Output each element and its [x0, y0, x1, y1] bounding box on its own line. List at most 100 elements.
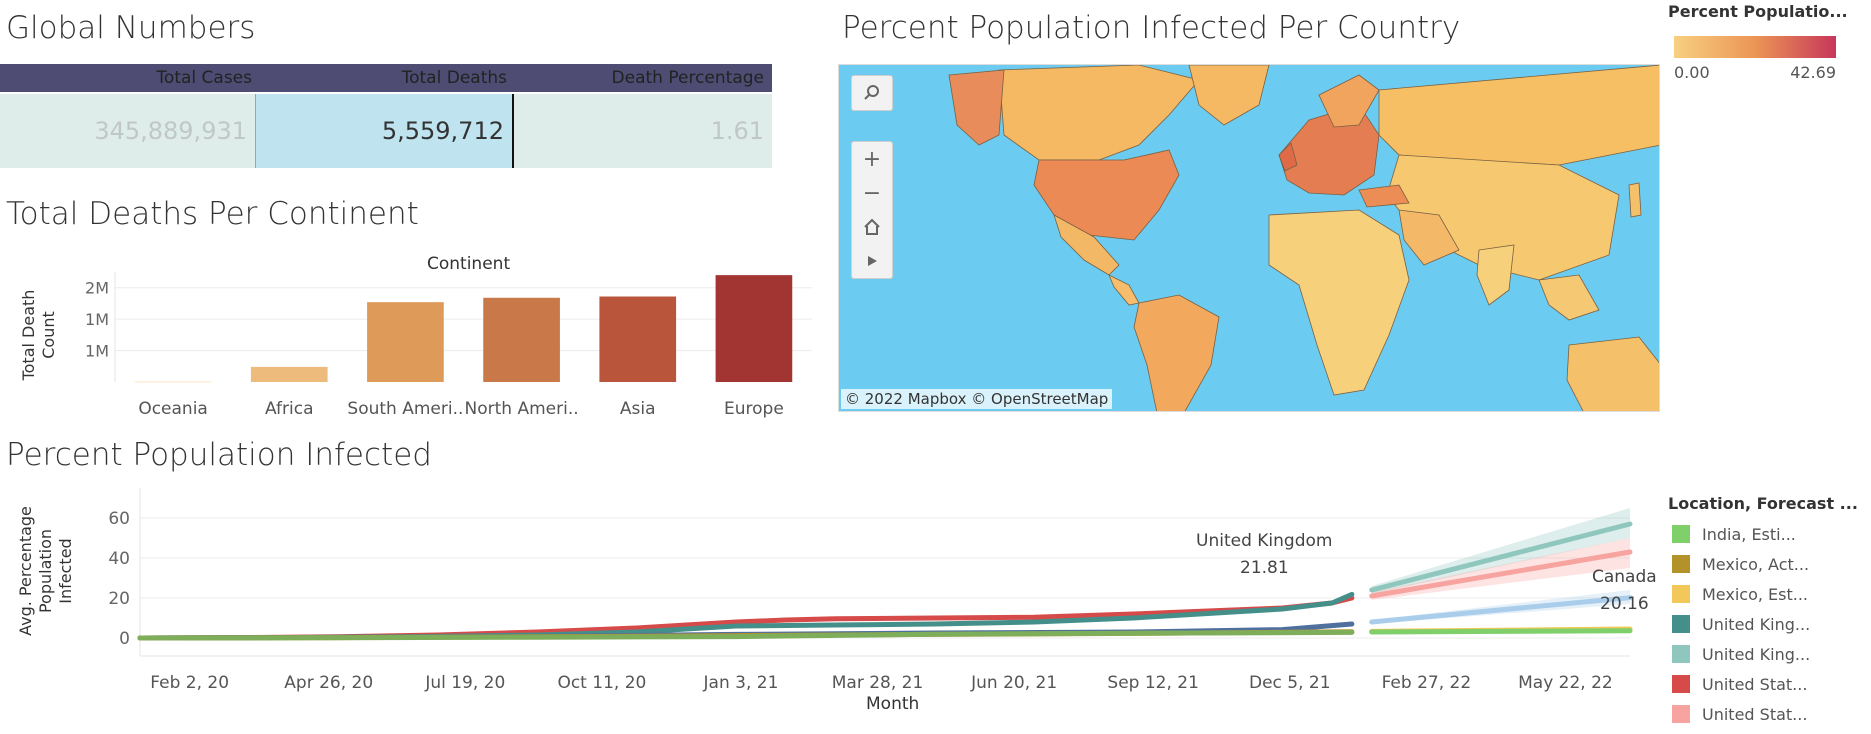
bar-category-label: Europe [724, 399, 784, 419]
line-xtick-label: Oct 11, 20 [557, 673, 646, 693]
legend-swatch [1672, 615, 1690, 633]
map-legend-min: 0.00 [1674, 63, 1710, 82]
bar-category-label: Asia [620, 399, 656, 419]
line-legend-item[interactable]: United King... [1672, 611, 1810, 637]
annotation-canada-value: 20.16 [1600, 594, 1649, 614]
line-legend-item[interactable]: Mexico, Act... [1672, 551, 1809, 577]
annotation-canada-label: Canada [1592, 567, 1657, 587]
line-ylabel-line1: Avg. Percentage [16, 506, 35, 636]
home-icon[interactable] [852, 210, 892, 244]
series-line-7[interactable] [1369, 595, 1633, 625]
line-ytick-label: 20 [108, 589, 130, 609]
bar-4[interactable] [599, 296, 677, 382]
global-numbers-row: 345,889,931 5,559,712 1.61 [0, 94, 772, 168]
global-numbers-title: Global Numbers [6, 10, 256, 46]
map-zoom-controls[interactable]: + − [851, 141, 893, 279]
header-total-cases: Total Cases [156, 68, 252, 88]
search-icon[interactable] [852, 76, 892, 110]
bar-ytick-label: 1M [85, 342, 109, 361]
country-united-states[interactable] [1033, 149, 1180, 241]
line-legend-item[interactable]: United Stat... [1672, 671, 1807, 697]
legend-label: Mexico, Est... [1702, 584, 1809, 604]
bar-5[interactable] [715, 275, 793, 382]
line-ylabel-line2: Population [36, 528, 55, 614]
line-xtick-label: Jun 20, 21 [970, 673, 1057, 693]
line-ytick-label: 0 [119, 629, 130, 649]
series-line-5[interactable] [1369, 521, 1633, 593]
line-xtick-label: Jul 19, 20 [424, 673, 505, 693]
map-legend-title: Percent Populatio... [1668, 2, 1848, 21]
line-ytick-label: 40 [108, 549, 130, 569]
header-total-deaths: Total Deaths [401, 68, 507, 88]
region-south-america[interactable] [1133, 294, 1220, 412]
legend-label: United Stat... [1702, 704, 1808, 724]
line-xtick-label: Feb 2, 20 [150, 673, 229, 693]
zoom-in-icon[interactable]: + [862, 146, 882, 172]
country-greenland[interactable] [1188, 65, 1270, 126]
line-xtick-label: May 22, 22 [1518, 673, 1613, 693]
annotation-uk-value: 21.81 [1240, 558, 1289, 578]
map-legend-max: 42.69 [1790, 63, 1836, 82]
header-death-percentage: Death Percentage [611, 68, 764, 88]
region-africa[interactable] [1268, 209, 1410, 396]
line-xtick-label: Dec 5, 21 [1249, 673, 1331, 693]
country-canada[interactable] [998, 65, 1200, 161]
line-xlabel: Month [866, 694, 920, 714]
region-europe[interactable] [1278, 104, 1380, 196]
world-map[interactable]: + − © 2022 Mapbox © OpenStreetMap [838, 64, 1660, 412]
country-alaska[interactable] [948, 69, 1005, 146]
bar-2[interactable] [367, 302, 444, 382]
continent-chart-title: Total Deaths Per Continent [6, 196, 419, 232]
series-line-4[interactable] [137, 629, 1355, 641]
series-line-6[interactable] [1369, 549, 1633, 599]
line-ylabel: Avg. Percentage Population Infected [8, 493, 88, 636]
line-legend-item[interactable]: Mexico, Est... [1672, 581, 1808, 607]
line-legend-item[interactable]: United King... [1672, 641, 1810, 667]
total-cases-value[interactable]: 345,889,931 [0, 94, 256, 168]
region-middle-east[interactable] [1398, 209, 1460, 266]
region-scandinavia[interactable] [1318, 74, 1380, 128]
map-canvas[interactable] [839, 65, 1660, 412]
legend-label: United Stat... [1702, 674, 1808, 694]
country-russia[interactable] [1378, 65, 1660, 166]
map-attribution[interactable]: © 2022 Mapbox © OpenStreetMap [841, 389, 1113, 409]
legend-swatch [1672, 525, 1690, 543]
legend-swatch [1672, 555, 1690, 573]
bar-3[interactable] [483, 297, 560, 382]
line-chart-title: Percent Population Infected [6, 437, 432, 473]
global-numbers-header: Total Cases Total Deaths Death Percentag… [0, 64, 772, 92]
line-xtick-label: Feb 27, 22 [1382, 673, 1472, 693]
legend-swatch [1672, 675, 1690, 693]
country-turkey-region[interactable] [1358, 184, 1410, 208]
legend-label: United King... [1702, 644, 1811, 664]
line-xtick-label: Apr 26, 20 [284, 673, 373, 693]
death-percentage-value[interactable]: 1.61 [514, 94, 772, 168]
map-legend-gradient [1674, 36, 1836, 58]
line-legend-title: Location, Forecast ... [1668, 494, 1858, 513]
continent-bar-chart: 1M 1M 2M Oceania Africa South Ameri.. North Am… [85, 272, 812, 419]
country-uk[interactable] [1278, 142, 1298, 172]
legend-label: India, Esti... [1702, 524, 1796, 544]
annotation-uk-label: United Kingdom [1196, 531, 1333, 551]
bar-1[interactable] [250, 366, 328, 382]
country-japan[interactable] [1628, 182, 1642, 218]
map-search-control[interactable] [851, 75, 893, 111]
country-australia[interactable] [1566, 336, 1660, 412]
country-india[interactable] [1476, 244, 1515, 306]
line-ytick-label: 60 [108, 509, 130, 529]
map-title: Percent Population Infected Per Country [842, 10, 1461, 46]
bar-0[interactable] [134, 381, 212, 383]
legend-swatch [1672, 585, 1690, 603]
line-ylabel-line3: Infected [56, 538, 75, 604]
line-legend-item[interactable]: United Stat... [1672, 701, 1807, 727]
play-icon[interactable] [852, 244, 892, 278]
series-line-9[interactable] [1369, 628, 1633, 635]
region-southeast-asia[interactable] [1538, 274, 1600, 321]
line-legend-item[interactable]: India, Esti... [1672, 521, 1796, 547]
continent-ylabel: Total Death Count [6, 275, 66, 385]
region-central-america[interactable] [1108, 274, 1140, 306]
zoom-out-icon[interactable]: − [862, 180, 882, 206]
bar-ytick-label: 2M [85, 279, 109, 298]
total-deaths-value[interactable]: 5,559,712 [256, 94, 514, 168]
continent-ylabel-line1: Total Death [19, 289, 38, 381]
